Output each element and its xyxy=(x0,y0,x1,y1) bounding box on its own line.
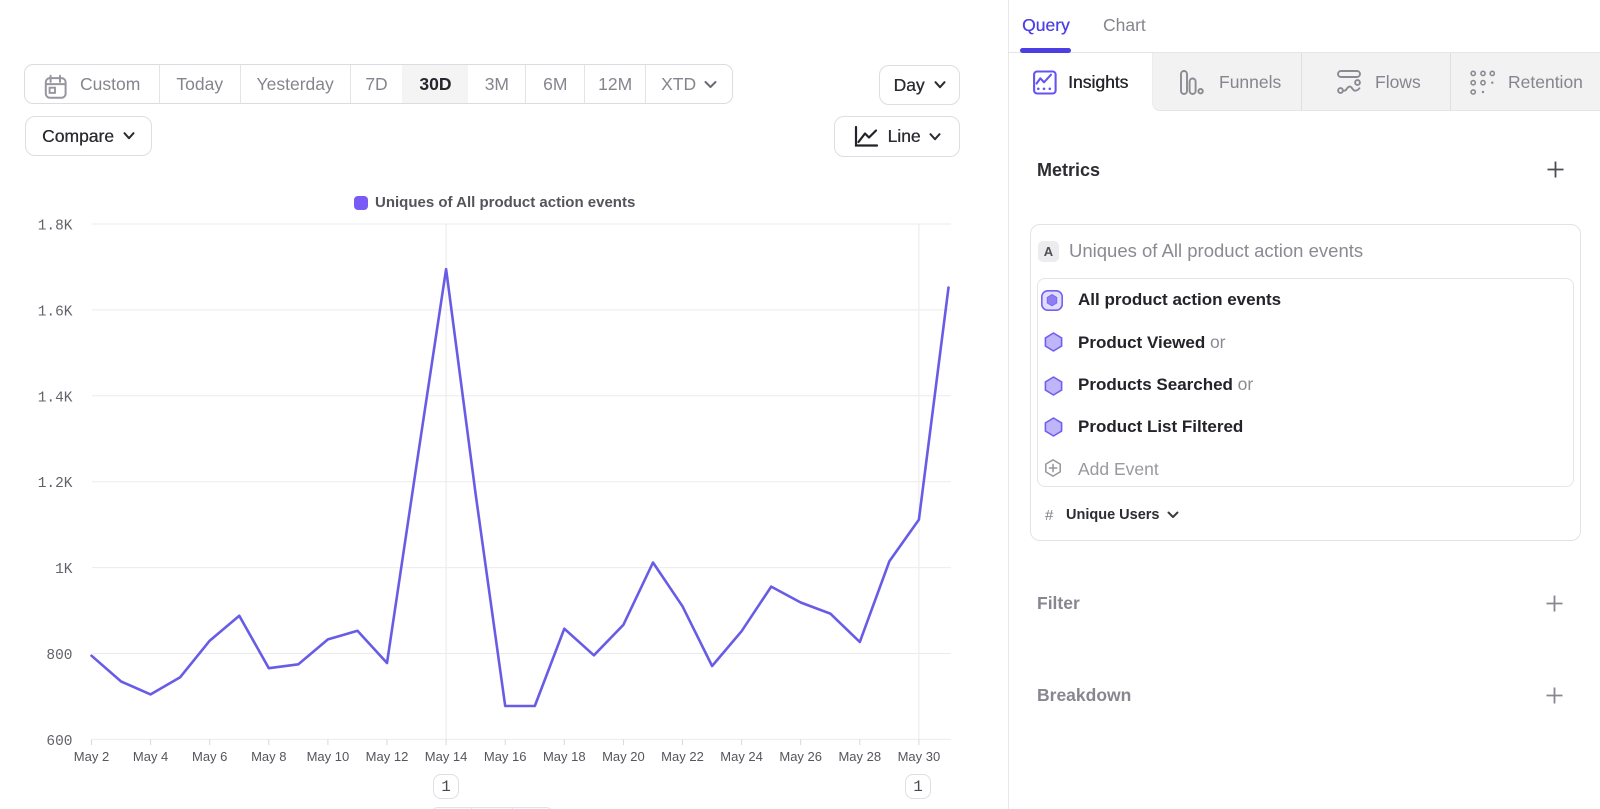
svg-text:600: 600 xyxy=(46,734,72,750)
svg-text:May 12: May 12 xyxy=(366,749,409,764)
svg-text:May 2: May 2 xyxy=(74,749,109,764)
svg-text:May 10: May 10 xyxy=(307,749,350,764)
svg-text:May 6: May 6 xyxy=(192,749,227,764)
svg-text:May 8: May 8 xyxy=(251,749,286,764)
svg-text:May 26: May 26 xyxy=(779,749,822,764)
svg-text:May 14: May 14 xyxy=(425,749,468,764)
svg-text:1.2K: 1.2K xyxy=(38,476,73,492)
svg-text:May 20: May 20 xyxy=(602,749,645,764)
svg-text:1.6K: 1.6K xyxy=(38,304,73,320)
svg-text:May 28: May 28 xyxy=(838,749,881,764)
svg-text:May 30: May 30 xyxy=(898,749,941,764)
svg-text:May 22: May 22 xyxy=(661,749,704,764)
svg-text:May 18: May 18 xyxy=(543,749,586,764)
svg-text:800: 800 xyxy=(46,648,72,664)
svg-text:1.4K: 1.4K xyxy=(38,390,73,406)
svg-text:1K: 1K xyxy=(55,562,73,578)
svg-text:May 16: May 16 xyxy=(484,749,527,764)
svg-text:May 4: May 4 xyxy=(133,749,168,764)
svg-text:1.8K: 1.8K xyxy=(38,219,73,235)
svg-text:May 24: May 24 xyxy=(720,749,763,764)
